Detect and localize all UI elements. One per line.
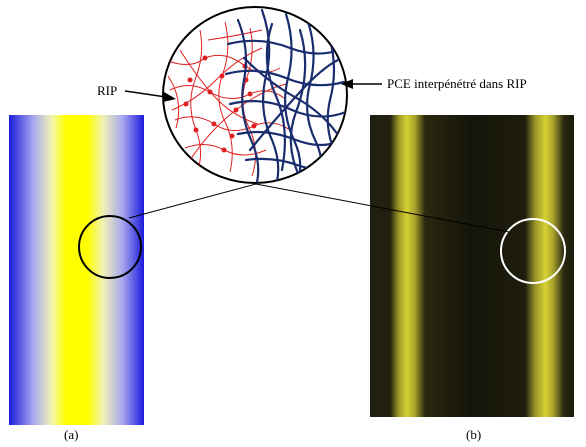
zoom-line-right bbox=[255, 183, 510, 233]
pce-label: PCE interpénétré dans RIP bbox=[387, 76, 527, 91]
rip-arrow bbox=[124, 90, 176, 102]
panel-a-zoom-circle bbox=[78, 215, 142, 279]
rip-label: RIP bbox=[97, 83, 118, 98]
caption-b: (b) bbox=[466, 427, 482, 442]
pce-arrow bbox=[341, 79, 382, 89]
pce-network bbox=[224, 8, 347, 183]
panel-b-zoom-circle bbox=[500, 218, 566, 284]
network-zoom-bubble bbox=[162, 6, 348, 184]
panel-a-gradient bbox=[9, 115, 144, 425]
zoom-line-left bbox=[128, 183, 257, 219]
panel-b-micrograph bbox=[370, 115, 574, 417]
caption-a: (a) bbox=[64, 427, 79, 442]
